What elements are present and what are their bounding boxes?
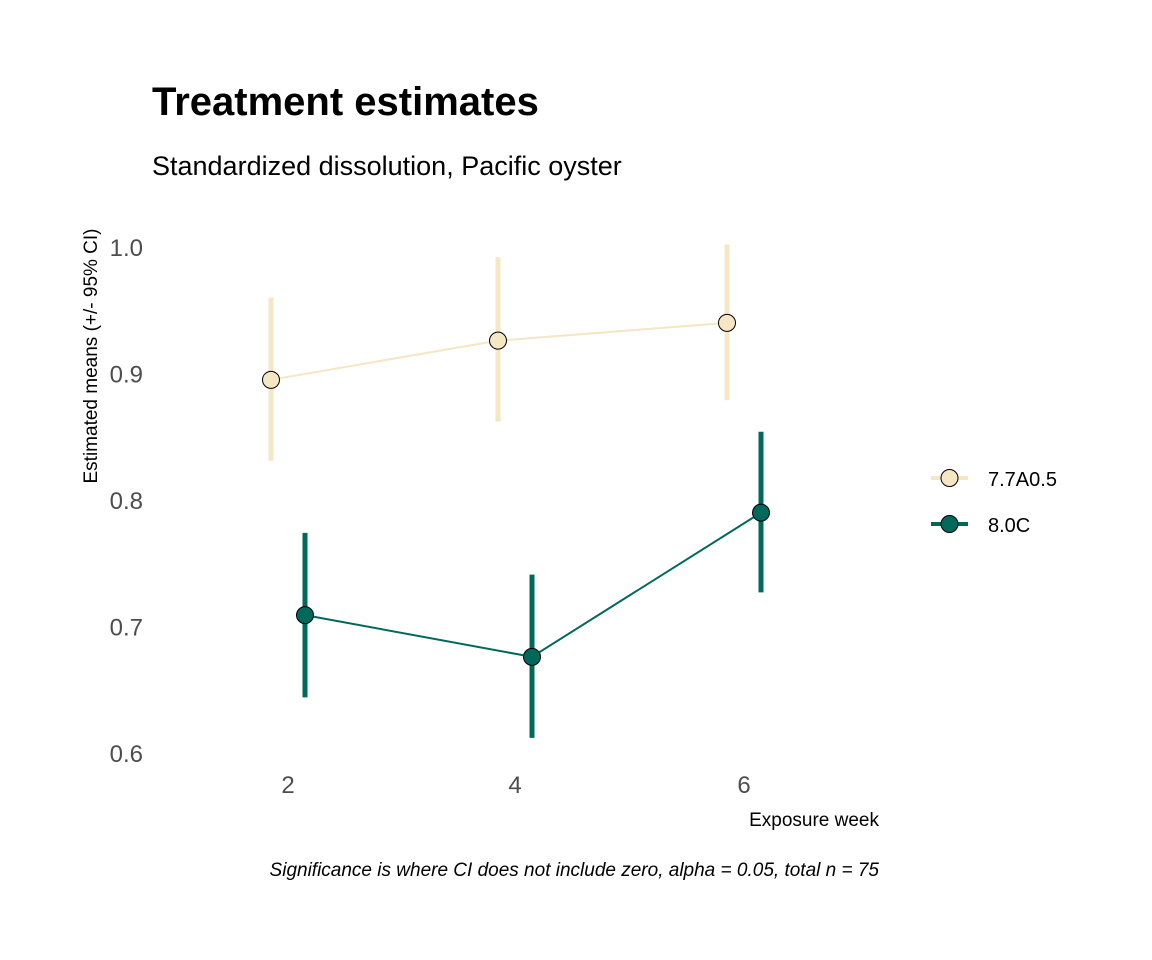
x-tick-label: 4	[508, 772, 521, 799]
y-tick-label: 0.6	[110, 741, 143, 768]
series-1	[262, 244, 736, 461]
legend-label: 7.7A0.5	[988, 469, 1057, 491]
data-point	[523, 647, 541, 666]
data-point	[752, 503, 770, 522]
y-tick-label: 1.0	[110, 235, 143, 262]
data-point	[718, 313, 736, 332]
x-tick-labels: 2 4 6	[281, 772, 750, 799]
x-axis-label: Exposure week	[749, 810, 879, 831]
y-tick-label: 0.8	[110, 488, 143, 515]
x-tick-label: 2	[281, 772, 294, 799]
legend-label: 8.0C	[988, 515, 1030, 537]
data-point	[489, 331, 507, 350]
legend-item: 8.0C	[931, 515, 1030, 537]
x-tick-label: 6	[737, 772, 750, 799]
y-tick-labels: 0.6 0.7 0.8 0.9 1.0	[110, 235, 143, 768]
chart-subtitle: Standardized dissolution, Pacific oyster	[152, 151, 622, 181]
legend-key-point	[940, 469, 959, 487]
data-point	[262, 370, 280, 389]
y-axis-label: Estimated means (+/- 95% CI)	[81, 228, 102, 483]
series-2	[296, 431, 770, 738]
y-tick-label: 0.9	[110, 362, 143, 389]
legend: 7.7A0.5 8.0C	[931, 469, 1057, 537]
chart-title: Treatment estimates	[152, 80, 539, 124]
y-tick-label: 0.7	[110, 615, 143, 642]
series-marks	[262, 244, 770, 738]
data-point	[296, 606, 314, 625]
chart-caption: Significance is where CI does not includ…	[270, 860, 880, 881]
legend-item: 7.7A0.5	[931, 469, 1057, 491]
legend-key-point	[940, 515, 959, 533]
